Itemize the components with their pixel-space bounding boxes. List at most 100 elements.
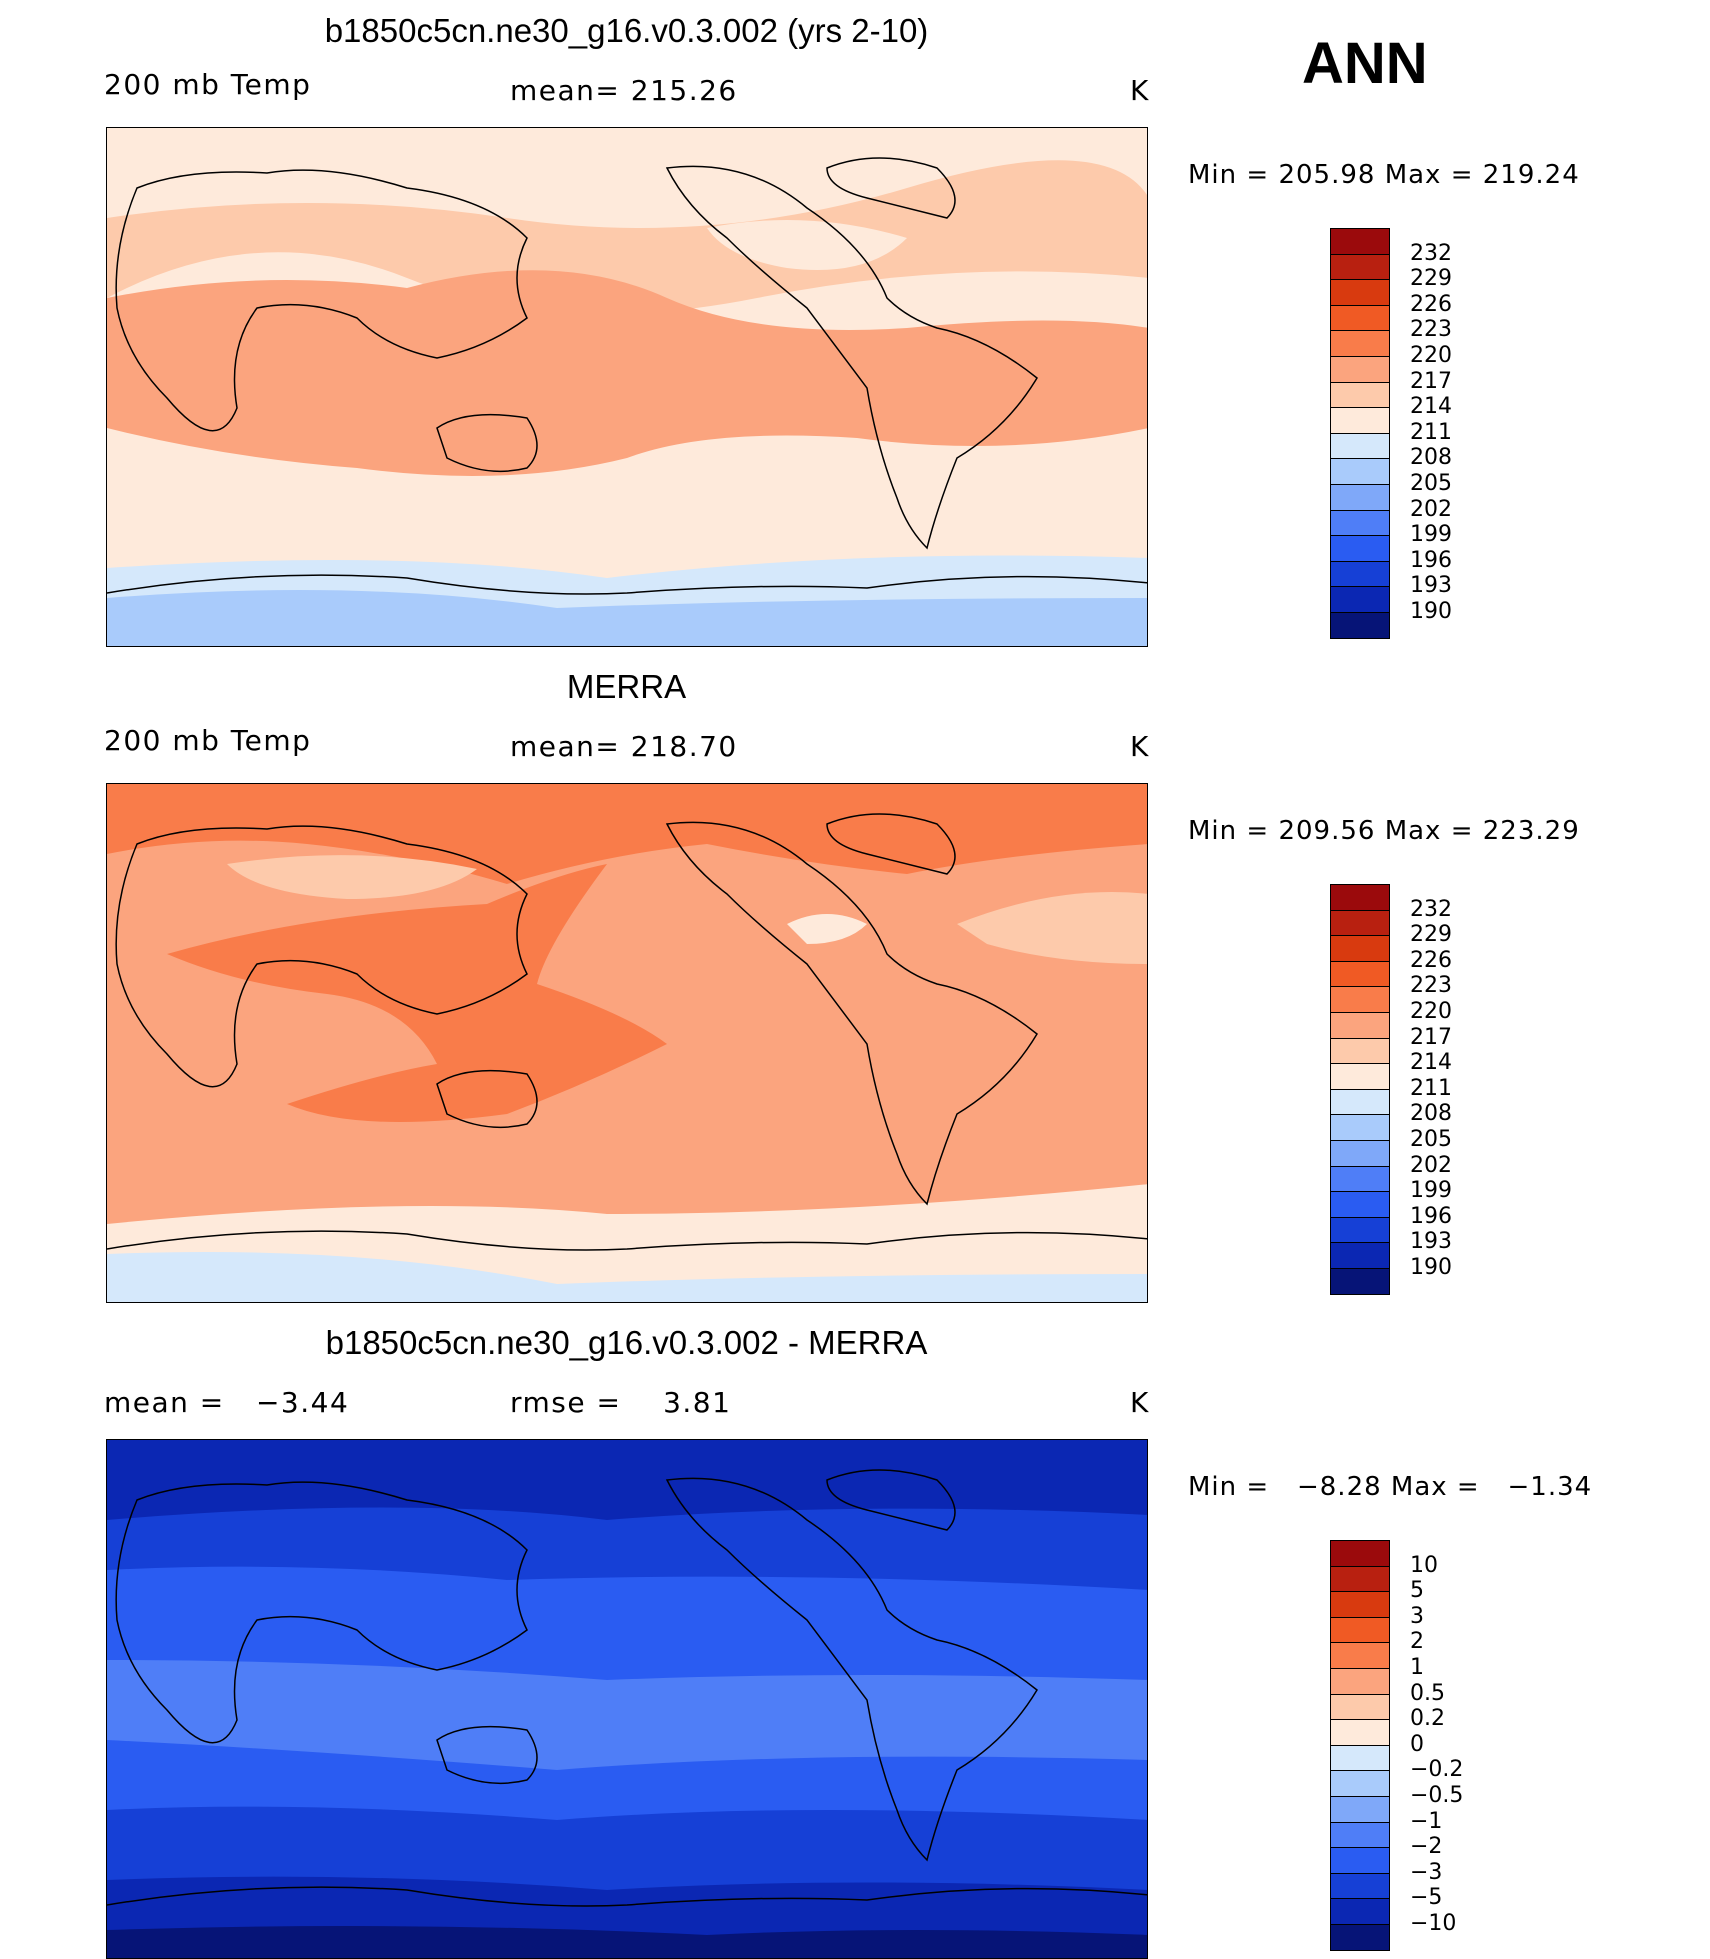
eurasia-africa-coast <box>115 1481 528 1744</box>
colorbar-tick-label: 190 <box>1410 1255 1452 1280</box>
colorbar-swatch <box>1330 1642 1390 1669</box>
panel-1-map-svg <box>107 128 1147 646</box>
colorbar-swatch <box>1330 612 1390 639</box>
colorbar-swatch <box>1330 253 1390 281</box>
colorbar-tick-label: 199 <box>1410 522 1452 548</box>
eurasia-africa-coast <box>115 825 528 1088</box>
colorbar-tick-label: 205 <box>1410 471 1452 496</box>
colorbar-swatch <box>1330 1268 1390 1295</box>
colorbar-swatch <box>1330 1088 1390 1116</box>
colorbar-tick-label: 3 <box>1410 1603 1424 1629</box>
colorbar-tick-label: 190 <box>1410 599 1452 624</box>
colorbar-swatch <box>1330 484 1390 511</box>
colorbar-swatch <box>1330 884 1390 911</box>
colorbar-tick-label: 202 <box>1410 1152 1452 1178</box>
americas-coast <box>665 821 1038 1206</box>
npac-pocket <box>707 220 907 270</box>
colorbar-swatch <box>1330 1216 1390 1244</box>
panel-3-title: b1850c5cn.ne30_g16.v0.3.002 - MERRA <box>325 1324 928 1361</box>
polar-band <box>107 1926 1147 1958</box>
panel-2-title: MERRA <box>566 668 687 705</box>
colorbar-swatch <box>1330 1140 1390 1167</box>
colorbar-tick-label: 199 <box>1410 1178 1452 1204</box>
colorbar-tick-label: −0.2 <box>1410 1757 1464 1783</box>
colorbar-tick-label: 5 <box>1410 1578 1424 1604</box>
australia-coast <box>436 1069 538 1129</box>
colorbar-swatch <box>1330 432 1390 460</box>
colorbar-swatch <box>1330 1872 1390 1900</box>
colorbar-tick-label: −10 <box>1410 1911 1457 1936</box>
colorbar-swatch <box>1330 586 1390 613</box>
colorbar-swatch <box>1330 986 1390 1013</box>
colorbar-swatch <box>1330 1821 1390 1849</box>
tropical-warm-pocket <box>167 864 667 1122</box>
colorbar-swatch <box>1330 1063 1390 1090</box>
panel-1-mean-label: mean= 215.26 <box>510 74 738 107</box>
colorbar-tick-label: 2 <box>1410 1629 1424 1655</box>
colorbar-swatch <box>1330 560 1390 588</box>
colorbar-tick-label: 193 <box>1410 573 1452 599</box>
colorbar-swatch <box>1330 1668 1390 1695</box>
colorbar-swatch <box>1330 1693 1390 1721</box>
greenland-coast <box>826 813 956 875</box>
colorbar-tick-label: 229 <box>1410 922 1452 948</box>
npac-pocket <box>787 914 867 944</box>
colorbar-tick-label: 196 <box>1410 547 1452 573</box>
colorbar-swatch <box>1330 509 1390 537</box>
panel-3-map-svg <box>107 1440 1147 1958</box>
colorbar-swatch <box>1330 1591 1390 1618</box>
colorbar-swatch <box>1330 1744 1390 1772</box>
colorbar-swatch <box>1330 1847 1390 1874</box>
panel-1-minmax: Min = 205.98 Max = 219.24 <box>1188 160 1580 190</box>
panel-1-variable-label: 200 mb Temp <box>104 68 312 101</box>
natl-pocket <box>957 892 1147 964</box>
colorbar-swatch <box>1330 1242 1390 1269</box>
colorbar-tick-label: 0 <box>1410 1731 1424 1757</box>
colorbar-tick-label: 205 <box>1410 1127 1452 1152</box>
panel-2-map <box>106 783 1148 1303</box>
colorbar-tick-label: −5 <box>1410 1885 1443 1911</box>
colorbar-tick-label: 232 <box>1410 896 1452 922</box>
colorbar-swatch <box>1330 304 1390 332</box>
antarctica-coast <box>107 1886 1147 1907</box>
colorbar-tick-label: 10 <box>1410 1552 1438 1578</box>
colorbar-swatch <box>1330 228 1390 255</box>
colorbar-swatch <box>1330 1037 1390 1065</box>
colorbar-swatch <box>1330 407 1390 434</box>
colorbar-tick-label: 226 <box>1410 291 1452 317</box>
polar-band-2 <box>107 590 1147 646</box>
colorbar-swatch <box>1330 1191 1390 1218</box>
colorbar-tick-label: 214 <box>1410 394 1452 420</box>
colorbar-tick-label: 214 <box>1410 1050 1452 1076</box>
colorbar-tick-label: −2 <box>1410 1834 1443 1860</box>
americas-coast <box>665 165 1038 550</box>
season-label: ANN <box>1302 31 1428 96</box>
midlat-band <box>107 160 1147 314</box>
panel-1-map <box>106 127 1148 647</box>
australia-coast <box>436 1725 538 1785</box>
colorbar-tick-label: 211 <box>1410 1075 1452 1101</box>
colorbar-tick-label: 217 <box>1410 1024 1452 1050</box>
colorbar-swatch <box>1330 935 1390 962</box>
americas-coast <box>665 1477 1038 1862</box>
colorbar-swatch <box>1330 909 1390 937</box>
colorbar-tick-label: 0.5 <box>1410 1680 1445 1706</box>
colorbar-swatch <box>1330 1165 1390 1193</box>
colorbar-tick-label: 196 <box>1410 1203 1452 1229</box>
antarctica-coast <box>107 1230 1147 1251</box>
colorbar-tick-label: 223 <box>1410 973 1452 999</box>
panel-1-units-label: K <box>1130 74 1150 107</box>
australia-coast <box>436 413 538 473</box>
colorbar-tick-label: 220 <box>1410 343 1452 368</box>
colorbar-swatch <box>1330 1924 1390 1951</box>
tropical-band <box>107 270 1147 476</box>
colorbar-swatch <box>1330 1770 1390 1797</box>
panel-2-map-svg <box>107 784 1147 1302</box>
panel-2-minmax: Min = 209.56 Max = 223.29 <box>1188 816 1580 846</box>
colorbar-swatch <box>1330 1012 1390 1039</box>
polar-band <box>107 1252 1147 1302</box>
panel-1-title: b1850c5cn.ne30_g16.v0.3.002 (yrs 2-10) <box>324 12 929 49</box>
colorbar-swatch <box>1330 1719 1390 1746</box>
greenland-coast <box>826 1469 956 1531</box>
panel-2-mean-label: mean= 218.70 <box>510 730 738 763</box>
